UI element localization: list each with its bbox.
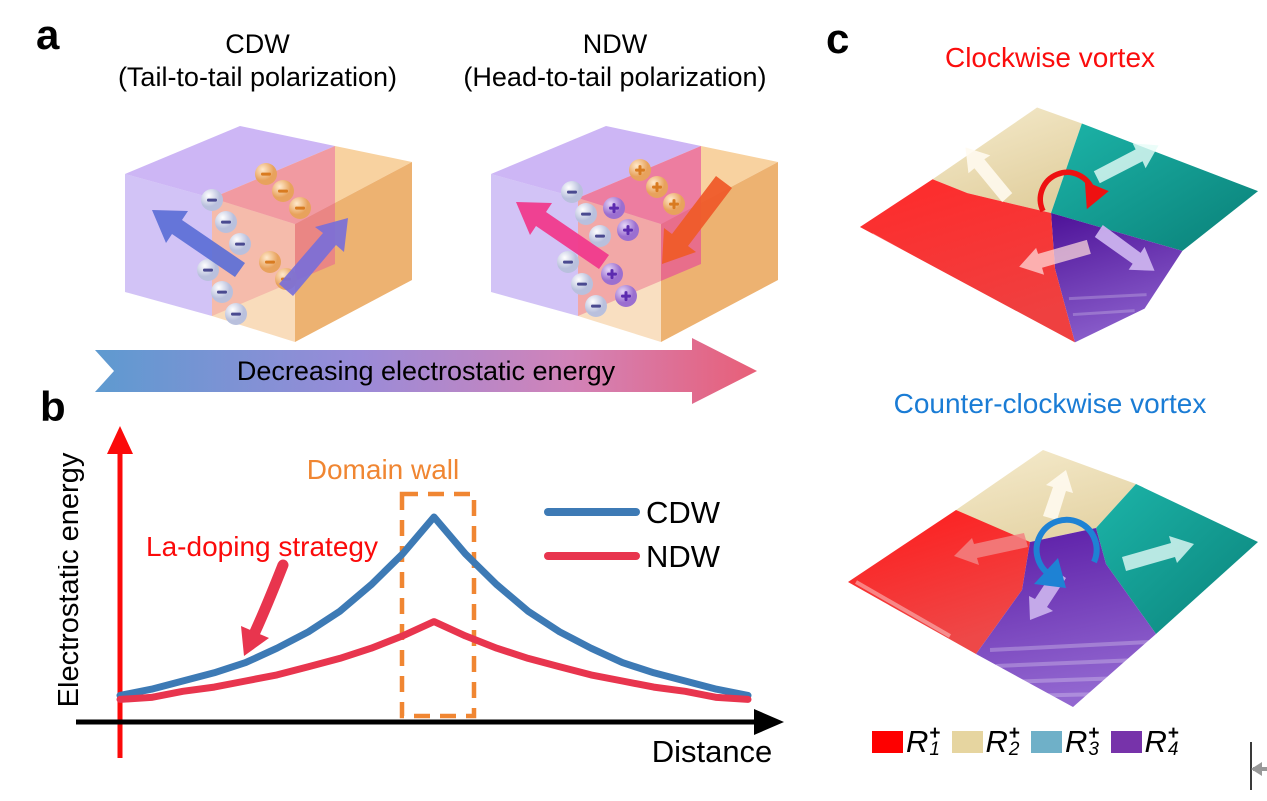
ndw-subtitle: (Head-to-tail polarization): [463, 62, 767, 92]
clockwise-rotation-arrowhead: [1084, 181, 1109, 210]
red-slope-ridges: [855, 580, 989, 676]
counter-clockwise-vortex-title: Counter-clockwise vortex: [893, 388, 1207, 419]
cdw-cube-right-face: [295, 162, 412, 342]
energy-distance-plot: Domain wall La-doping strategy CDW NDW E…: [58, 426, 784, 769]
cream-domain-arrow: [965, 147, 1013, 203]
cdw-subtitle: (Tail-to-tail polarization): [117, 62, 398, 92]
r1-domain-red: [859, 179, 1075, 343]
legend-swatch-r3: [1031, 731, 1062, 753]
r2-domain-cream: [956, 450, 1136, 542]
legend-item-r3: R +3: [1031, 723, 1100, 760]
y-axis-arrowhead: [107, 426, 133, 454]
purple-domain-arrow: [1094, 224, 1155, 271]
clockwise-vortex-image: [859, 107, 1259, 343]
ndw-negative-charges: [557, 181, 611, 317]
panel-a-label: a: [36, 11, 60, 58]
y-axis-label: Electrostatic energy: [58, 452, 85, 707]
ndw-cube-front-left-face: [491, 174, 578, 316]
cdw-left-polarization-arrow: [152, 210, 245, 277]
legend-swatch-r1: [872, 731, 903, 753]
legend-item-r4: R +4: [1110, 723, 1180, 760]
la-doping-annotation: La-doping strategy: [146, 531, 378, 562]
counter-clockwise-rotation-arrow: [1033, 516, 1100, 579]
legend-cdw-label: CDW: [646, 495, 721, 530]
ndw-curve: [116, 618, 752, 703]
gradient-arrow-shape: [95, 338, 757, 404]
legend-item-r2: R +2: [951, 723, 1021, 760]
cdw-cube-top-left-face: [125, 126, 335, 198]
ndw-cube-right-face: [661, 162, 778, 342]
red-domain-arrow: [1019, 239, 1091, 275]
counter-clockwise-rotation-arrowhead: [1034, 558, 1066, 588]
cream-domain-arrow: [1043, 470, 1073, 520]
la-doping-arrow-shaft: [249, 559, 289, 638]
cdw-cube-illustration: [125, 126, 412, 342]
ndw-right-polarization-arrow: [662, 176, 732, 264]
teal-domain-arrow: [1122, 536, 1194, 571]
ndw-cube-illustration: [491, 126, 778, 342]
legend-label-r3: R +3: [1065, 723, 1100, 760]
legend-label-r1: R +1: [906, 723, 941, 760]
red-slope-ridges: [870, 233, 1052, 343]
domain-wall-box: [399, 491, 477, 719]
panel-b-label: b: [40, 383, 66, 430]
legend-ndw-label: NDW: [646, 539, 721, 574]
cdw-title-block: CDW (Tail-to-tail polarization): [85, 28, 430, 94]
legend-label-r4: R +4: [1144, 723, 1180, 760]
x-axis-arrowhead: [754, 709, 784, 735]
red-domain-arrow: [954, 533, 1028, 565]
cdw-right-polarization-arrow: [279, 218, 348, 296]
cdw-negative-charges: [197, 189, 251, 325]
counter-clockwise-vortex-image: [848, 450, 1258, 707]
decreasing-energy-arrow: Decreasing electrostatic energy: [92, 336, 760, 408]
legend-swatch-r4: [1110, 731, 1142, 753]
teal-domain-arrow: [1093, 143, 1159, 184]
purple-slope-ridges: [989, 640, 1151, 698]
legend-swatch-r2: [951, 731, 983, 753]
cdw-cube-top-right-face: [212, 146, 412, 224]
domain-wall-annotation: Domain wall: [307, 454, 460, 485]
clockwise-rotation-arrow: [1037, 169, 1096, 213]
plot-legend: CDW NDW: [544, 495, 721, 574]
cdw-title: CDW: [225, 29, 290, 59]
ndw-title: NDW: [582, 29, 648, 59]
domain-legend: R +1 R +2 R +3 R +4: [872, 723, 1190, 760]
clockwise-vortex-title: Clockwise vortex: [944, 42, 1156, 73]
ndw-left-polarization-arrow: [516, 202, 609, 269]
decreasing-energy-label: Decreasing electrostatic energy: [236, 355, 616, 386]
la-doping-arrowhead: [241, 626, 269, 656]
legend-label-r2: R +2: [985, 723, 1021, 760]
ndw-positive-charges-purple: [601, 197, 639, 307]
r3-domain-teal: [1051, 123, 1259, 251]
r4-domain-purple: [976, 528, 1156, 707]
cdw-cube-front-left-face: [125, 174, 212, 316]
text-cursor-icon: [1250, 742, 1267, 790]
ndw-title-block: NDW (Head-to-tail polarization): [435, 28, 795, 94]
cdw-curve: [116, 513, 752, 699]
ndw-positive-charges-orange: [629, 159, 685, 215]
ndw-cube-top-left-face: [491, 126, 701, 198]
panel-c-label: c: [826, 15, 850, 62]
x-axis-label: Distance: [652, 734, 773, 769]
legend-item-r1: R +1: [872, 723, 941, 760]
purple-slope-ridges: [1068, 293, 1147, 317]
cdw-negative-charges-orange: [255, 163, 311, 290]
